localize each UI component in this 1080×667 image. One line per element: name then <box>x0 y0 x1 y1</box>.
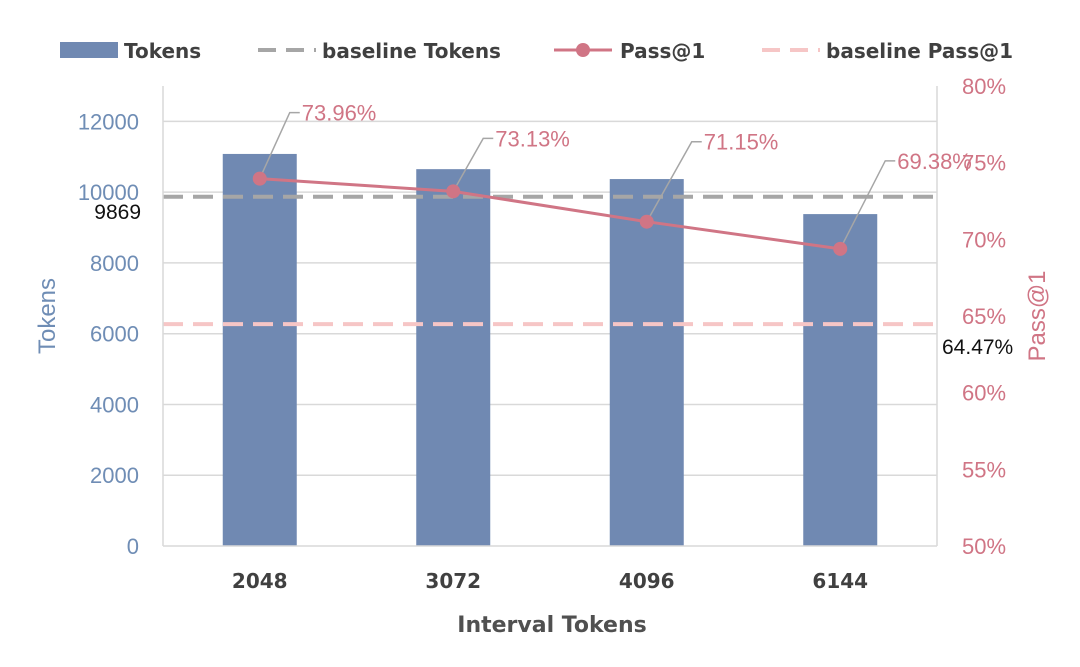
bar-6144 <box>803 214 878 547</box>
y-tick-6000: 6000 <box>90 322 139 347</box>
legend-label-baseline-pass: baseline Pass@1 <box>826 39 1013 63</box>
y-tick-2000: 2000 <box>90 463 139 488</box>
baseline-tokens-label: 9869 <box>94 201 141 224</box>
leader-line-4096 <box>646 140 702 223</box>
legend-label-baseline-tokens: baseline Tokens <box>322 39 501 63</box>
legend-swatch-pass-marker <box>576 43 590 57</box>
x-tick-6144: 6144 <box>812 569 868 593</box>
pass-point-4096 <box>639 214 654 229</box>
y2-tick-80: 80% <box>962 74 1006 99</box>
labels: 9869 64.47% 73.96% 73.13% 71.15% 69.38% 0 2000 4… <box>34 74 1051 638</box>
y2-tick-60: 60% <box>962 381 1006 406</box>
y2-tick-65: 65% <box>962 304 1006 329</box>
y2-tick-70: 70% <box>962 227 1006 252</box>
y-tick-12000: 12000 <box>78 109 139 134</box>
pass-label-3072: 73.13% <box>495 126 570 151</box>
baseline-pass-label: 64.47% <box>942 336 1013 359</box>
pass-line <box>259 177 841 251</box>
pass-point-2048 <box>252 171 267 186</box>
y2-axis-title: Pass@1 <box>1024 270 1051 361</box>
x-axis-title: Interval Tokens <box>457 613 646 638</box>
baselines <box>163 194 937 327</box>
x-tick-4096: 4096 <box>619 569 675 593</box>
leader-lines <box>259 111 896 250</box>
x-tick-3072: 3072 <box>425 569 481 593</box>
y-axis-title: Tokens <box>34 278 61 354</box>
pass-label-4096: 71.15% <box>704 130 779 155</box>
pass-label-2048: 73.96% <box>302 101 377 126</box>
bars <box>222 153 878 547</box>
x-tick-2048: 2048 <box>232 569 288 593</box>
axes <box>162 86 938 547</box>
legend: Tokens baseline Tokens Pass@1 baseline Pass… <box>60 39 1013 63</box>
y-tick-0: 0 <box>127 534 139 559</box>
legend-label-pass: Pass@1 <box>620 39 705 63</box>
y-tick-10000: 10000 <box>78 180 139 205</box>
y2-tick-75: 75% <box>962 151 1006 176</box>
pass-label-6144: 69.38% <box>897 149 972 174</box>
pass-point-6144 <box>833 241 848 256</box>
y2-tick-55: 55% <box>962 457 1006 482</box>
leader-line-6144 <box>839 160 896 250</box>
y2-tick-50: 50% <box>962 534 1006 559</box>
legend-label-tokens: Tokens <box>124 39 201 63</box>
bar-2048 <box>222 153 297 546</box>
pass-line-series <box>252 171 848 256</box>
leader-line-2048 <box>259 111 300 179</box>
y-tick-4000: 4000 <box>90 392 139 417</box>
pass-point-3072 <box>446 184 461 199</box>
bar-3072 <box>416 169 491 546</box>
bar-4096 <box>609 179 684 547</box>
leader-line-3072 <box>452 137 494 192</box>
y-tick-8000: 8000 <box>90 251 139 276</box>
legend-swatch-tokens <box>60 42 118 58</box>
